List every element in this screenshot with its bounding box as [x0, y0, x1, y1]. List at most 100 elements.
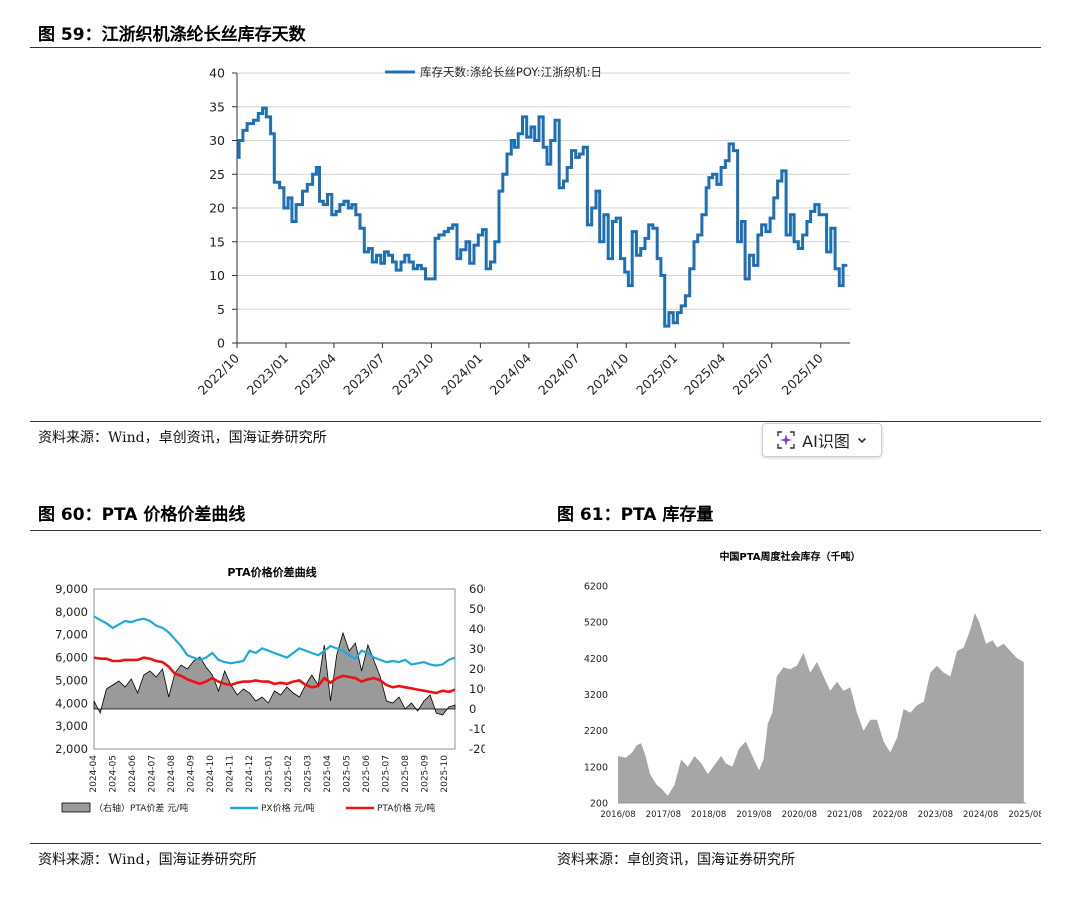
fig60-left-tick-label: 9,000 — [55, 582, 88, 596]
fig59-y-tick-label: 25 — [209, 167, 225, 182]
fig61-x-tick-label: 2023/08 — [918, 810, 953, 820]
fig60-left-axis: 2,000 3,000 4,000 5,000 6,000 7,000 8,000 9,000 — [55, 582, 88, 756]
fig59-x-tick-label: 2023/01 — [244, 351, 291, 398]
fig59-y-tick-label: 30 — [209, 133, 225, 148]
fig59-x-tick-label: 2023/10 — [389, 350, 436, 397]
fig61-x-tick-label: 2017/08 — [646, 810, 681, 820]
fig60-x-tick-label: 2024-04 — [89, 755, 99, 793]
fig60-left-tick-label: 2,000 — [55, 742, 88, 756]
fig61-x-tick-label: 2021/08 — [827, 810, 862, 820]
fig59-x-axis: 2022/10 2023/01 2023/04 2023/07 2023/10 2024/… — [195, 342, 850, 398]
fig59-y-tick-label: 20 — [209, 201, 225, 216]
chevron-down-icon — [857, 437, 866, 444]
fig61-x-tick-label: 2024/08 — [963, 810, 998, 820]
fig61-y-tick-label: 3200 — [584, 690, 608, 701]
fig60-legend: （右轴）PTA价差 元/吨 PX价格 元/吨 PTA价格 元/吨 — [61, 802, 435, 814]
fig60-right-tick-label: -200 — [469, 742, 485, 756]
fig61-x-tick-label: 2016/08 — [600, 810, 635, 820]
fig59-x-tick-label: 2024/07 — [535, 351, 582, 398]
ai-image-recognition-button[interactable]: AI识图 — [762, 423, 882, 457]
fig60-x-tick-label: 2024-09 — [187, 755, 197, 793]
fig60-chart-title: PTA价格价差曲线 — [227, 565, 316, 579]
sparkle-icon — [777, 431, 795, 449]
fig61-x-axis: 2016/08 2017/08 2018/08 2019/08 2020/08 2021/… — [600, 810, 1041, 820]
fig60-left-tick-label: 7,000 — [55, 628, 88, 642]
fig60-x-tick-label: 2024-06 — [128, 755, 138, 793]
fig59-y-tick-label: 15 — [209, 234, 225, 249]
fig59-x-tick-label: 2023/07 — [340, 351, 387, 398]
fig60-right-tick-label: -100 — [469, 722, 485, 736]
fig61-inventory-area — [618, 613, 1024, 803]
fig60-legend-spread: （右轴）PTA价差 元/吨 — [94, 802, 188, 814]
fig59-legend-label: 库存天数:涤纶长丝POY:江浙织机:日 — [420, 65, 602, 79]
fig60-x-tick-label: 2025-01 — [265, 755, 275, 793]
fig61-title: 图 61：PTA 库存量 — [557, 505, 714, 525]
fig61-y-tick-label: 4200 — [584, 654, 608, 665]
fig59-bottom-rule — [30, 421, 1041, 422]
fig61-x-tick-label: 2020/08 — [782, 810, 817, 820]
fig60-right-tick-label: 600 — [469, 582, 485, 596]
fig60-chart: PTA价格价差曲线 2,000 3,000 4,000 5,000 6,000 7,000… — [55, 565, 485, 814]
fig60-source: 资料来源：Wind，国海证券研究所 — [38, 852, 257, 868]
fig61-source: 资料来源：卓创资讯，国海证券研究所 — [557, 852, 795, 868]
fig59-source: 资料来源：Wind，卓创资讯，国海证券研究所 — [38, 430, 327, 446]
fig61-chart-title: 中国PTA周度社会库存（千吨） — [719, 550, 860, 563]
fig60-x-tick-label: 2024-11 — [226, 755, 236, 793]
fig59-y-tick-label: 40 — [209, 66, 225, 81]
fig60-right-tick-label: 500 — [469, 602, 485, 616]
ai-button-label: AI识图 — [802, 432, 850, 451]
fig59-y-tick-label: 5 — [217, 302, 225, 317]
fig59-top-rule — [30, 47, 1041, 48]
fig60-x-tick-label: 2025-05 — [343, 755, 353, 793]
fig60-left-tick-label: 6,000 — [55, 651, 88, 665]
fig59-x-tick-label: 2024/04 — [487, 350, 534, 397]
fig60-legend-swatch-spread — [61, 802, 91, 813]
fig59-legend: 库存天数:涤纶长丝POY:江浙织机:日 — [385, 65, 602, 79]
fig60-plot-border — [93, 588, 456, 750]
fig61-x-tick-label: 2022/08 — [872, 810, 907, 820]
fig59-x-tick-label: 2024/01 — [438, 351, 485, 398]
fig60-x-axis: 2024-04 2024-05 2024-06 2024-07 2024-08 2024-… — [89, 755, 450, 793]
fig60-px-line — [93, 615, 456, 667]
fig61-y-axis: 200 1200 2200 3200 4200 5200 6200 — [584, 582, 608, 810]
fig60-title: 图 60：PTA 价格价差曲线 — [38, 505, 246, 525]
fig59-x-tick-label: 2024/10 — [584, 350, 631, 397]
fig60-right-tick-label: 100 — [469, 682, 485, 696]
fig60-x-tick-label: 2025-06 — [362, 755, 372, 793]
fig60-legend-px: PX价格 元/吨 — [261, 802, 315, 814]
fig61-x-tick-label: 2018/08 — [691, 810, 726, 820]
fig59-y-tick-label: 10 — [209, 268, 225, 283]
fig61-y-tick-label: 6200 — [584, 582, 608, 593]
fig60-right-tick-label: 300 — [469, 642, 485, 656]
fig61-y-tick-label: 200 — [590, 799, 608, 810]
fig60-x-tick-label: 2025-03 — [304, 755, 314, 793]
fig61-y-tick-label: 2200 — [584, 726, 608, 737]
fig60-left-tick-label: 5,000 — [55, 673, 88, 687]
fig59-x-tick-label: 2025/10 — [778, 350, 825, 397]
fig60-x-tick-label: 2025-10 — [440, 755, 450, 793]
fig60-left-tick-label: 3,000 — [55, 719, 88, 733]
fig59-x-tick-label: 2025/01 — [633, 351, 680, 398]
fig59-x-tick-label: 2025/07 — [730, 351, 777, 398]
fig59-x-tick-label: 2025/04 — [681, 350, 728, 397]
fig60-right-tick-label: 200 — [469, 662, 485, 676]
fig60-61-bottom-rule — [30, 843, 1041, 844]
fig60-left-tick-label: 4,000 — [55, 696, 88, 710]
fig60-x-tick-label: 2024-05 — [109, 755, 119, 793]
fig59-series-line — [237, 106, 848, 328]
fig60-right-tick-label: 400 — [469, 622, 485, 636]
fig59-gridlines — [237, 72, 850, 310]
fig60-x-tick-label: 2024-08 — [167, 755, 177, 793]
fig60-pta-line — [93, 656, 456, 695]
fig60-x-tick-label: 2025-07 — [382, 755, 392, 793]
fig60-x-tick-label: 2024-12 — [245, 755, 255, 793]
fig60-x-tick-label: 2024-07 — [148, 755, 158, 793]
fig61-x-tick-label: 2019/08 — [736, 810, 771, 820]
fig60-right-axis: -200 -100 0 100 200 300 400 500 600 — [469, 582, 485, 756]
fig59-y-axis: 0 5 10 15 20 25 30 35 40 — [209, 66, 238, 351]
fig60-x-tick-label: 2025-09 — [421, 755, 431, 793]
fig60-x-tick-label: 2024-10 — [206, 755, 216, 793]
fig59-y-tick-label: 35 — [209, 99, 225, 114]
fig61-x-tick-label: 2025/08 — [1008, 810, 1041, 820]
